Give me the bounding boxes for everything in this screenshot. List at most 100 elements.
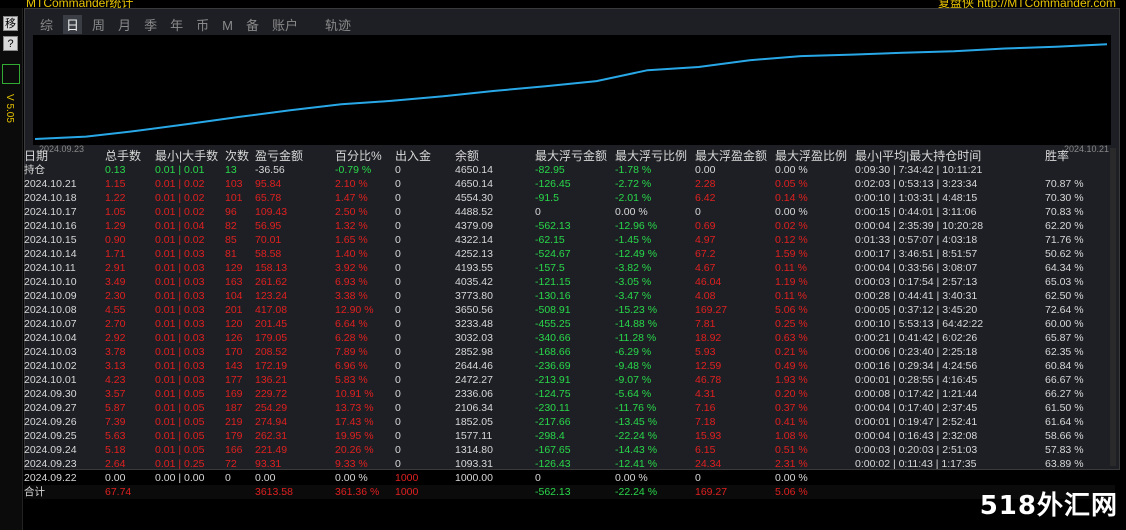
column-header[interactable]: 盈亏金额 — [255, 148, 304, 163]
table-cell: 2024.10.04 — [24, 332, 77, 344]
table-row[interactable]: 2024.10.04 2.92 0.01 | 0.03 126 179.05 6.28 %… — [24, 331, 1115, 345]
table-row[interactable]: 2024.10.07 2.70 0.01 | 0.03 120 201.45 6.64 %… — [24, 317, 1115, 331]
table-row[interactable]: 2024.09.23 2.64 0.01 | 0.25 72 93.31 9.33 % 0 1… — [24, 457, 1115, 471]
table-cell: 4.67 — [695, 262, 716, 274]
table-cell: 1.71 — [105, 248, 126, 260]
move-button[interactable]: 移 — [3, 16, 18, 31]
column-header[interactable]: 余额 — [455, 148, 480, 163]
mini-chart-icon[interactable] — [2, 64, 20, 84]
column-header[interactable]: 最大浮亏金额 — [535, 148, 608, 163]
tab-1[interactable]: 日 — [63, 15, 83, 34]
table-row[interactable]: 2024.09.26 7.39 0.01 | 0.05 219 274.94 17.43 … — [24, 415, 1115, 429]
table-cell: 4.08 — [695, 290, 716, 302]
table-cell: 0 — [395, 444, 401, 456]
table-cell: 0.41 % — [775, 416, 808, 428]
table-cell: -130.16 — [535, 290, 571, 302]
period-tabs: 综日周月季年币 M 备账户 — [37, 15, 308, 34]
table-row[interactable]: 2024.10.10 3.49 0.01 | 0.03 163 261.62 6.93 %… — [24, 275, 1115, 289]
column-header[interactable]: 最大浮盈比例 — [775, 148, 848, 163]
column-header[interactable]: 次数 — [225, 148, 250, 163]
total-row[interactable]: 合计 67.74 3613.58 361.36 % 1000 -562.13 -22.24 … — [24, 485, 1115, 499]
help-button[interactable]: ? — [3, 36, 18, 51]
column-header[interactable]: 最小|平均|最大持仓时间 — [855, 148, 982, 163]
table-row[interactable]: 2024.10.02 3.13 0.01 | 0.03 143 172.19 6.96 %… — [24, 359, 1115, 373]
table-cell: 2024.09.22 — [24, 472, 77, 484]
table-row[interactable]: 2024.09.25 5.63 0.01 | 0.05 179 262.31 19.95 … — [24, 429, 1115, 443]
tab-0[interactable]: 综 — [40, 18, 54, 33]
table-cell: 0:00:03 | 0:17:54 | 2:57:13 — [855, 276, 978, 288]
table-cell: -126.43 — [535, 458, 571, 470]
table-row[interactable]: 2024.10.15 0.90 0.01 | 0.02 85 70.01 1.65 % 0 4… — [24, 233, 1115, 247]
table-cell: 72 — [225, 458, 237, 470]
table-row[interactable]: 2024.10.14 1.71 0.01 | 0.03 81 58.58 1.40 % 0 4… — [24, 247, 1115, 261]
table-row[interactable]: 2024.10.08 4.55 0.01 | 0.03 201 417.08 12.90 … — [24, 303, 1115, 317]
tab-9[interactable]: 账户 — [271, 18, 298, 33]
table-scrollbar[interactable] — [1110, 148, 1116, 466]
column-header[interactable]: 胜率 — [1045, 148, 1070, 163]
holding-row[interactable]: 持仓 0.13 0.01 | 0.01 13 -36.56 -0.79 % 0 4650.14… — [24, 163, 1115, 177]
tab-5[interactable]: 年 — [170, 18, 184, 33]
table-row[interactable]: 2024.09.22 0.00 0.00 | 0.00 0 0.00 0.00 % 1000… — [24, 471, 1115, 485]
table-row[interactable]: 2024.10.11 2.91 0.01 | 0.03 129 158.13 3.92 %… — [24, 261, 1115, 275]
table-cell: -236.69 — [535, 360, 571, 372]
table-cell: 187 — [225, 402, 243, 414]
column-header[interactable]: 出入金 — [395, 148, 432, 163]
column-header[interactable]: 总手数 — [105, 148, 142, 163]
tab-8[interactable]: 备 — [245, 18, 259, 33]
table-cell: 2024.09.25 — [24, 430, 77, 442]
tab-7[interactable]: M — [222, 18, 233, 33]
tab-track[interactable]: 轨迹 — [325, 18, 352, 33]
table-cell: 0:00:17 | 3:46:51 | 8:51:57 — [855, 248, 978, 260]
tab-2[interactable]: 周 — [92, 18, 106, 33]
table-cell: 0 — [395, 192, 401, 204]
table-row[interactable]: 2024.09.27 5.87 0.01 | 0.05 187 254.29 13.73 … — [24, 401, 1115, 415]
table-cell: 0.00 | 0.00 — [155, 472, 205, 484]
table-row[interactable]: 2024.10.21 1.15 0.01 | 0.02 103 95.84 2.10 % 0… — [24, 177, 1115, 191]
table-row[interactable]: 2024.10.16 1.29 0.01 | 0.04 82 56.95 1.32 % 0 4… — [24, 219, 1115, 233]
brand-link[interactable]: 复盘侠 http://MTCommander.com — [937, 0, 1116, 10]
tab-6[interactable]: 币 — [196, 18, 210, 33]
table-cell: -157.5 — [535, 262, 565, 274]
column-header[interactable]: 日期 — [24, 148, 49, 163]
table-cell: 70.01 — [255, 234, 282, 246]
table-cell: 0:00:05 | 0:37:12 | 3:45:20 — [855, 304, 978, 316]
table-cell: 93.31 — [255, 458, 282, 470]
table-row[interactable]: 2024.10.03 3.78 0.01 | 0.03 170 208.52 7.89 %… — [24, 345, 1115, 359]
table-cell: 61.50 % — [1045, 402, 1084, 414]
table-cell: 2024.10.03 — [24, 346, 77, 358]
table-cell: 0.90 — [105, 234, 126, 246]
table-row[interactable]: 2024.10.01 4.23 0.01 | 0.03 177 136.21 5.83 %… — [24, 373, 1115, 387]
table-cell: -508.91 — [535, 304, 571, 316]
tab-3[interactable]: 月 — [118, 18, 132, 33]
table-row[interactable]: 2024.09.30 3.57 0.01 | 0.05 169 229.72 10.91 … — [24, 387, 1115, 401]
table-cell: -15.23 % — [615, 304, 658, 316]
table-cell: 179.05 — [255, 332, 288, 344]
table-cell: 0 — [395, 234, 401, 246]
table-cell: 46.04 — [695, 276, 722, 288]
table-cell: 169.27 — [695, 304, 728, 316]
table-cell: 2024.10.09 — [24, 290, 77, 302]
table-cell: 17.43 % — [335, 416, 374, 428]
table-row[interactable]: 2024.09.24 5.18 0.01 | 0.05 166 221.49 20.26 … — [24, 443, 1115, 457]
table-cell: 0:00:16 | 0:29:34 | 4:24:56 — [855, 360, 978, 372]
table-cell: 2024.10.16 — [24, 220, 77, 232]
tab-4[interactable]: 季 — [144, 18, 158, 33]
table-row[interactable]: 2024.10.18 1.22 0.01 | 0.02 101 65.78 1.47 % 0… — [24, 191, 1115, 205]
table-cell: 4193.55 — [455, 262, 493, 274]
table-cell: 0:01:33 | 0:57:07 | 4:03:18 — [855, 234, 978, 246]
column-header[interactable]: 最小|大手数 — [155, 148, 219, 163]
table-cell: 221.49 — [255, 444, 288, 456]
table-row[interactable]: 2024.10.09 2.30 0.01 | 0.03 104 123.24 3.38 %… — [24, 289, 1115, 303]
table-cell: 19.95 % — [335, 430, 374, 442]
table-cell: 201 — [225, 304, 243, 316]
table-row[interactable]: 2024.10.17 1.05 0.01 | 0.02 96 109.43 2.50 % 0… — [24, 205, 1115, 219]
table-cell: 0.00 — [255, 472, 276, 484]
table-cell: 2024.10.21 — [24, 178, 77, 190]
column-header[interactable]: 百分比% — [335, 148, 382, 163]
table-cell: 3773.80 — [455, 290, 493, 302]
column-header[interactable]: 最大浮盈金额 — [695, 148, 768, 163]
table-cell: 70.87 % — [1045, 178, 1084, 190]
table-cell: 0.01 | 0.03 — [155, 304, 205, 316]
table-cell: 3032.03 — [455, 332, 493, 344]
column-header[interactable]: 最大浮亏比例 — [615, 148, 688, 163]
